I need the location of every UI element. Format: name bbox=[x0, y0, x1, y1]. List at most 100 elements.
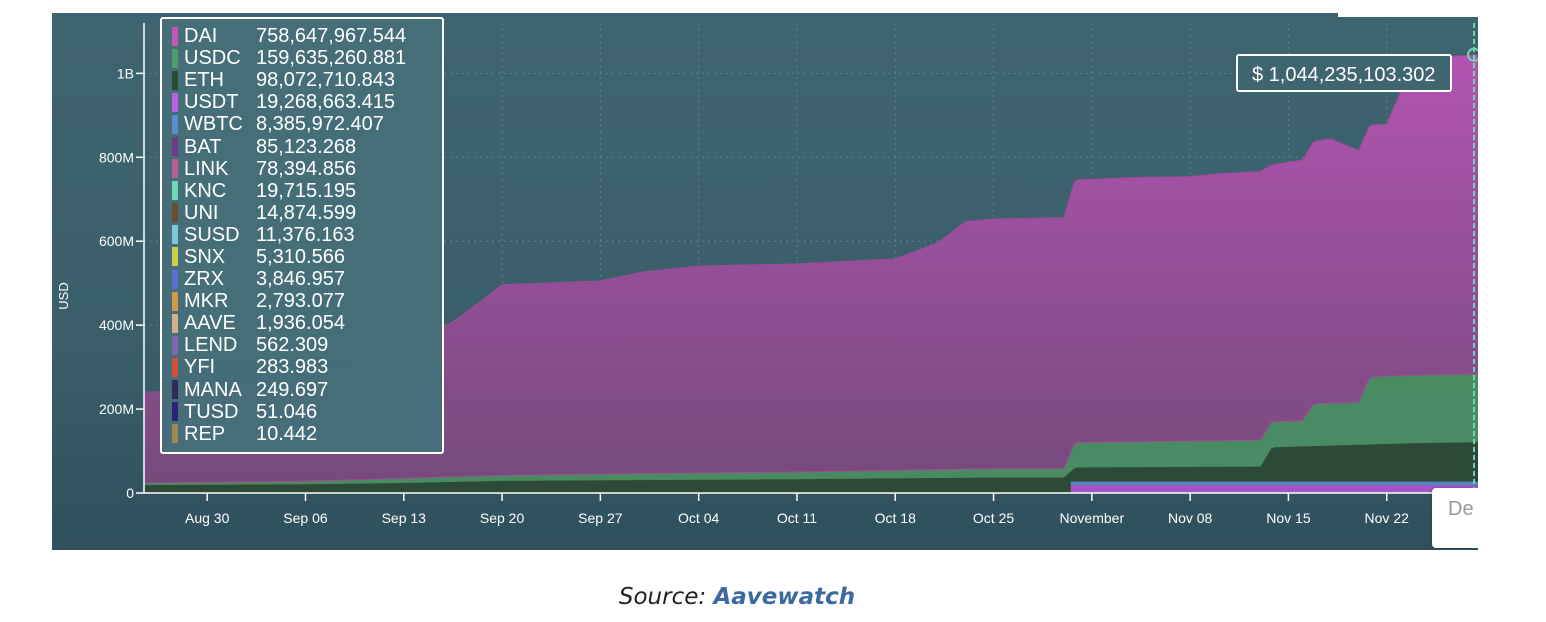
x-tick-label: Sep 06 bbox=[283, 510, 328, 526]
legend-name: USDT bbox=[184, 91, 239, 114]
legend-swatch bbox=[172, 48, 178, 68]
legend-item-tusd[interactable]: TUSD 51.046 bbox=[172, 401, 442, 423]
x-tick-label: Oct 11 bbox=[777, 510, 817, 526]
y-axis-label: USD bbox=[56, 282, 71, 309]
y-ticks: 0 200M 400M 600M 800M 1B bbox=[99, 65, 144, 501]
legend-swatch bbox=[172, 114, 178, 134]
legend-value: 249.697 bbox=[256, 378, 329, 401]
legend-swatch bbox=[172, 181, 178, 201]
legend-swatch bbox=[172, 225, 178, 245]
legend-value: 10.442 bbox=[256, 422, 318, 445]
top-white-strip bbox=[1338, 13, 1478, 17]
legend-name: YFI bbox=[184, 356, 216, 379]
legend-item-yfi[interactable]: YFI 283.983 bbox=[172, 356, 442, 378]
legend-item-lend[interactable]: LEND 562.309 bbox=[172, 334, 442, 356]
chart-panel: 0 200M 400M 600M 800M 1B Aug 30 Sep 06 Sep 13 Se… bbox=[52, 13, 1478, 550]
y-tick-label: 400M bbox=[99, 317, 134, 333]
legend-name: USDC bbox=[184, 47, 241, 70]
legend-swatch bbox=[172, 92, 178, 112]
x-tick-label: Nov 15 bbox=[1266, 510, 1311, 526]
legend-value: 11,376.163 bbox=[256, 223, 355, 246]
area-usdt bbox=[1070, 485, 1478, 493]
legend-swatch bbox=[172, 357, 178, 377]
x-tick-label: November bbox=[1060, 510, 1125, 526]
legend-swatch bbox=[172, 402, 178, 422]
area-wbtc bbox=[1070, 481, 1478, 486]
x-tick-label: Oct 18 bbox=[875, 510, 916, 526]
legend-name: MANA bbox=[184, 378, 242, 401]
legend-value: 85,123.268 bbox=[256, 135, 357, 158]
legend-name: MKR bbox=[184, 290, 229, 313]
legend-value: 758,647,967.544 bbox=[256, 25, 407, 48]
legend-value: 5,310.566 bbox=[256, 245, 345, 268]
legend-value: 98,072,710.843 bbox=[256, 69, 396, 92]
legend-item-eth[interactable]: ETH 98,072,710.843 bbox=[172, 69, 442, 91]
legend-name: DAI bbox=[184, 25, 218, 48]
x-tick-label: Oct 04 bbox=[678, 510, 719, 526]
hover-marker bbox=[1467, 23, 1478, 493]
legend-swatch bbox=[172, 424, 178, 444]
legend-item-susd[interactable]: SUSD 11,376.163 bbox=[172, 224, 442, 246]
x-tick-label: Oct 25 bbox=[973, 510, 1014, 526]
legend-item-bat[interactable]: BAT 85,123.268 bbox=[172, 135, 442, 158]
y-tick-label: 0 bbox=[126, 485, 134, 501]
legend-item-zrx[interactable]: ZRX 3,846.957 bbox=[172, 268, 442, 290]
legend-swatch bbox=[172, 380, 178, 400]
legend-value: 8,385,972.407 bbox=[256, 113, 384, 136]
x-tick-label: Sep 13 bbox=[382, 510, 427, 526]
legend-item-mkr[interactable]: MKR 2,793.077 bbox=[172, 290, 442, 312]
legend-item-usdc[interactable]: USDC 159,635,260.881 bbox=[172, 47, 442, 69]
source-caption: Source: Aavewatch bbox=[0, 584, 1474, 610]
date-range-label: De bbox=[1448, 498, 1474, 520]
source-prefix: Source: bbox=[618, 584, 714, 610]
legend-value: 14,874.599 bbox=[256, 201, 357, 224]
legend-item-rep[interactable]: REP 10.442 bbox=[172, 423, 442, 445]
legend-name: AAVE bbox=[184, 312, 236, 335]
legend-name: UNI bbox=[184, 201, 219, 224]
legend-item-usdt[interactable]: USDT 19,268,663.415 bbox=[172, 91, 442, 113]
legend-name: LINK bbox=[184, 157, 229, 180]
legend-item-wbtc[interactable]: WBTC 8,385,972.407 bbox=[172, 113, 442, 135]
legend-item-aave[interactable]: AAVE 1,936.054 bbox=[172, 312, 442, 334]
y-tick-label: 1B bbox=[117, 65, 134, 81]
legend-name: WBTC bbox=[184, 113, 243, 136]
x-tick-label: Nov 22 bbox=[1365, 510, 1410, 526]
legend-item-dai[interactable]: DAI 758,647,967.544 bbox=[172, 25, 442, 47]
legend: DAI 758,647,967.544 USDC 159,635,260.881 ETH… bbox=[160, 17, 444, 454]
legend-name: ZRX bbox=[184, 268, 224, 291]
y-tick-label: 800M bbox=[99, 149, 134, 165]
hover-total-tooltip: $ 1,044,235,103.302 bbox=[1236, 54, 1452, 92]
date-range-button[interactable]: De bbox=[1432, 488, 1478, 548]
legend-swatch bbox=[172, 291, 178, 311]
x-tick-label: Aug 30 bbox=[185, 510, 230, 526]
legend-item-knc[interactable]: KNC 19,715.195 bbox=[172, 180, 442, 202]
legend-name: REP bbox=[184, 422, 226, 445]
x-ticks: Aug 30 Sep 06 Sep 13 Sep 20 Sep 27 Oct 04 Oct … bbox=[185, 493, 1478, 526]
legend-swatch bbox=[172, 70, 178, 90]
legend-swatch bbox=[172, 335, 178, 355]
area-dai bbox=[143, 54, 1478, 484]
legend-value: 283.983 bbox=[256, 356, 329, 379]
legend-value: 2,793.077 bbox=[256, 290, 345, 313]
legend-swatch bbox=[172, 247, 178, 267]
legend-name: BAT bbox=[184, 135, 222, 158]
x-tick-label: Sep 27 bbox=[578, 510, 623, 526]
legend-name: TUSD bbox=[184, 400, 239, 423]
legend-swatch bbox=[172, 203, 178, 223]
x-tick-label: Sep 20 bbox=[480, 510, 525, 526]
x-tick-label: Nov 08 bbox=[1168, 510, 1213, 526]
legend-value: 19,715.195 bbox=[256, 179, 357, 202]
legend-item-snx[interactable]: SNX 5,310.566 bbox=[172, 246, 442, 268]
legend-value: 562.309 bbox=[256, 334, 329, 357]
y-tick-label: 600M bbox=[99, 233, 134, 249]
legend-item-link[interactable]: LINK 78,394.856 bbox=[172, 158, 442, 180]
legend-value: 19,268,663.415 bbox=[256, 91, 396, 114]
legend-name: ETH bbox=[184, 69, 224, 92]
source-link[interactable]: Aavewatch bbox=[713, 584, 856, 610]
legend-value: 51.046 bbox=[256, 400, 318, 423]
legend-value: 159,635,260.881 bbox=[256, 47, 407, 70]
legend-value: 1,936.054 bbox=[256, 312, 345, 335]
chart-plot: 0 200M 400M 600M 800M 1B Aug 30 Sep 06 Sep 13 Se… bbox=[56, 23, 1478, 526]
legend-item-mana[interactable]: MANA 249.697 bbox=[172, 379, 442, 401]
legend-item-uni[interactable]: UNI 14,874.599 bbox=[172, 202, 442, 224]
